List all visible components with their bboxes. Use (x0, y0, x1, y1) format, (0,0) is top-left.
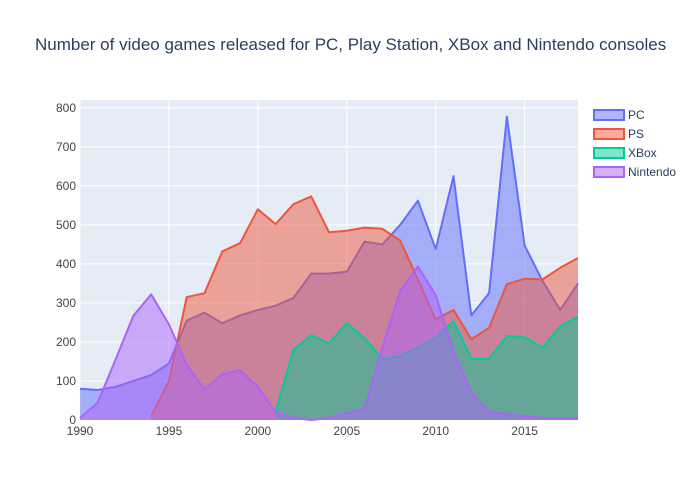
axis-ticks: 0 100 200 300 400 500 600 700 800 1990 1995 2000 200… (56, 101, 538, 438)
legend-label: PS (628, 127, 644, 141)
area-fill-nintendo (80, 266, 578, 420)
legend-swatch (593, 128, 625, 140)
legend-label: PC (628, 108, 645, 122)
y-tick-label: 200 (56, 335, 76, 349)
y-tick-label: 500 (56, 218, 76, 232)
y-tick-label: 100 (56, 374, 76, 388)
legend-item-nintendo[interactable]: Nintendo (593, 165, 676, 179)
x-tick-label: 2000 (245, 424, 272, 438)
y-tick-label: 0 (69, 413, 76, 427)
y-tick-label: 700 (56, 140, 76, 154)
y-tick-label: 800 (56, 101, 76, 115)
legend: PC PS XBox Nintendo (593, 108, 676, 179)
y-tick-label: 600 (56, 179, 76, 193)
x-tick-label: 2015 (511, 424, 538, 438)
x-tick-label: 2005 (333, 424, 360, 438)
x-tick-label: 1995 (156, 424, 183, 438)
x-tick-label: 2010 (422, 424, 449, 438)
legend-label: Nintendo (628, 165, 676, 179)
series-line-ps (150, 195, 579, 417)
legend-item-ps[interactable]: PS (593, 127, 644, 141)
legend-label: XBox (628, 146, 657, 160)
legend-swatch (593, 147, 625, 159)
y-tick-label: 300 (56, 296, 76, 310)
legend-swatch (593, 166, 625, 178)
series-line-nintendo (79, 265, 578, 421)
chart-title: Number of video games released for PC, P… (35, 35, 666, 54)
area-series (79, 115, 579, 421)
y-tick-label: 400 (56, 257, 76, 271)
legend-item-pc[interactable]: PC (593, 108, 645, 122)
legend-item-xbox[interactable]: XBox (593, 146, 657, 160)
x-tick-label: 1990 (67, 424, 94, 438)
legend-swatch (593, 109, 625, 121)
